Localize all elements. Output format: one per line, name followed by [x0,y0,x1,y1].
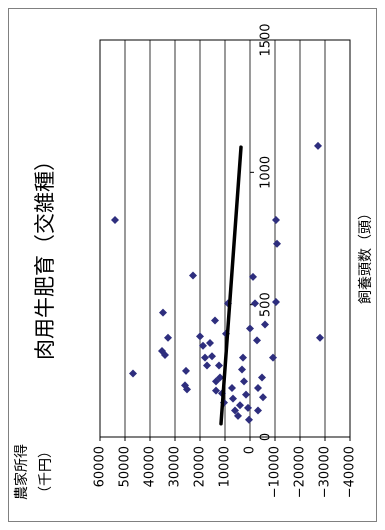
y-tick-label: 60000 [93,446,108,487]
y-tick-label: 50000 [118,446,133,487]
data-point [245,415,253,424]
data-point [228,384,236,393]
data-point [238,365,246,374]
data-point [249,272,257,281]
data-point [254,384,262,393]
data-point [196,332,204,341]
data-point [183,385,191,394]
y-tick-label: 40000 [143,446,158,487]
data-point [212,386,220,395]
tick-marks [99,39,351,441]
data-point [254,406,262,415]
data-point [159,308,167,317]
data-point [251,299,259,308]
x-tick-label: 1500 [259,23,274,56]
x-tick-label: 1000 [259,156,274,189]
data-point [111,215,119,224]
data-point [231,406,239,415]
data-point [189,271,197,280]
data-point [201,353,209,362]
chart-frame [8,8,377,522]
y-tick-label: −20000 [293,446,308,498]
data-point [240,377,248,386]
data-point [239,353,247,362]
data-point [269,353,277,362]
y-tick-label: −40000 [343,446,358,498]
data-point [161,350,169,359]
chart-title: 肉用牛肥育（交雑種） [33,150,57,360]
data-point [216,373,224,382]
data-point [314,141,322,150]
data-point [242,390,250,399]
data-point [253,336,261,345]
x-tick-label: 500 [259,292,274,317]
y-tick-label: 10000 [218,446,233,487]
data-point [129,369,137,378]
data-point [164,333,172,342]
data-point [273,239,281,248]
data-point [258,373,266,382]
data-point [244,403,252,412]
data-point [236,401,244,410]
y-tick-label: 30000 [168,446,183,487]
x-tick-label: 0 [259,433,274,441]
data-point [272,298,280,307]
data-point [206,339,214,348]
x-axis-title: 飼養頭数（頭） [357,206,374,304]
data-point [316,333,324,342]
data-point [203,361,211,370]
y-axis-title: 農家所得 [13,444,30,500]
y-tick-label: −30000 [318,446,333,498]
data-point [199,341,207,350]
data-point [246,324,254,333]
data-point [229,394,237,403]
data-point [211,316,219,325]
data-point [259,393,267,402]
y-tick-label: 20000 [193,446,208,487]
y-axis-unit: （千円） [38,444,54,500]
y-tick-label: −10000 [268,446,283,498]
data-point [208,352,216,361]
trendline [219,145,243,426]
data-point [272,215,280,224]
data-point [215,361,223,370]
data-points [111,141,324,424]
data-point [261,320,269,329]
tick-labels: 60000 50000 40000 30000 20000 10000 0 −10000 −20… [93,23,358,498]
data-point [182,366,190,375]
data-point [234,411,242,420]
y-tick-label: 0 [243,446,258,454]
